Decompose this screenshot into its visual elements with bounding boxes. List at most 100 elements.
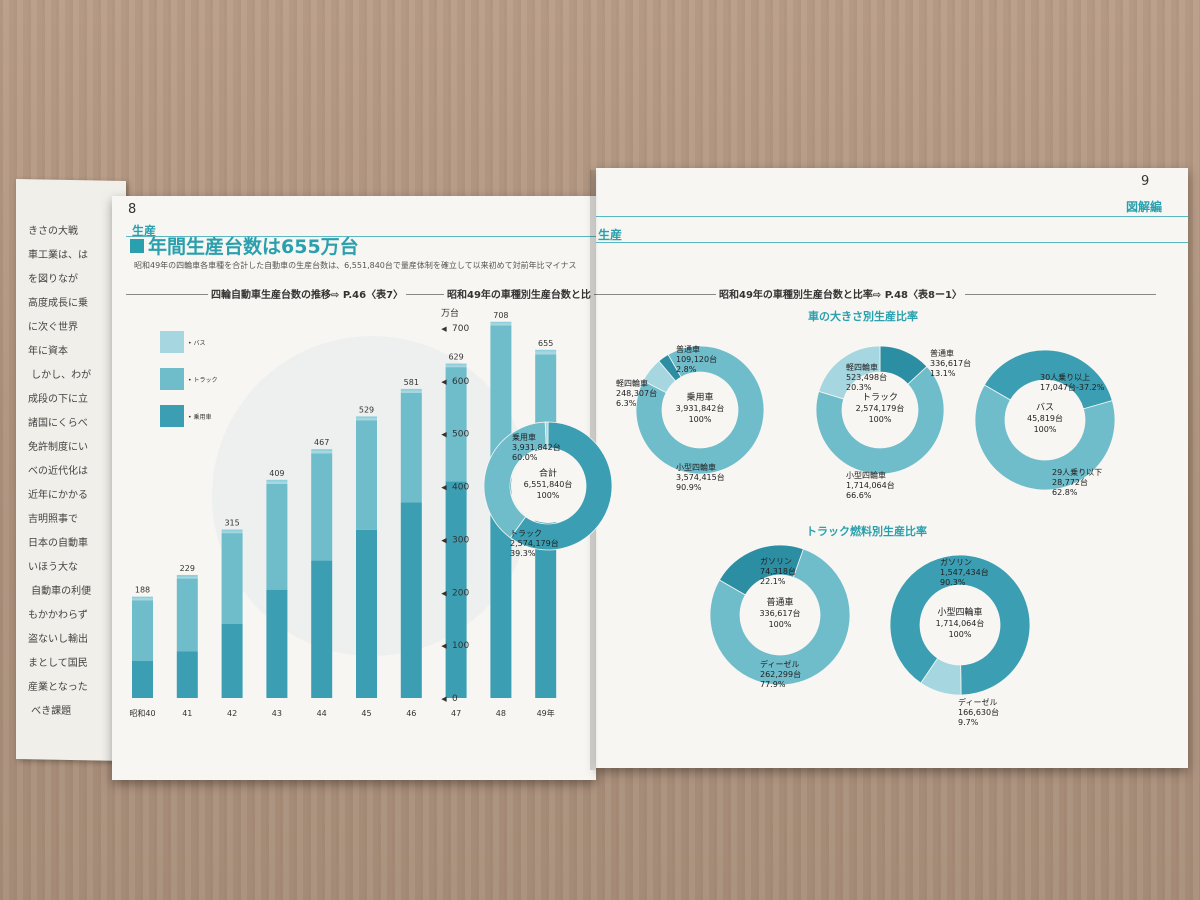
donut-center-label: 1,714,064台 [936,618,985,628]
donut-slice-label: ガソリン [760,556,792,566]
donut-slice [974,384,1116,491]
donut-slice-label: 2.8% [676,365,697,374]
y-tick-label: 0 [452,694,458,704]
donut-slice-label: 1,714,064台 [846,480,895,490]
donut-center-label: 100% [1034,425,1057,434]
donut-slice-label: 1,547,434台 [940,567,989,577]
bar-value-label: 581 [404,378,419,387]
bar-top-edge [132,596,153,599]
bar-segment [490,323,512,326]
right-page-number: 9 [1141,174,1150,189]
y-axis-label: 万台 [441,307,459,319]
donut-slice-label: 248,307台 [616,388,657,398]
bar-value-label: 315 [224,519,239,528]
donut-slice-label: 30人乗り以上 [1040,372,1090,382]
donut-slice-label: 109,120台 [676,354,717,364]
y-tick-label: 500 [452,430,469,440]
y-tick-marker: ◀ [441,536,447,544]
donut-slice-label: 74,318台 [760,566,796,576]
donut-center-label: 45,819台 [1027,413,1063,423]
x-tick-label: 47 [451,709,461,718]
bar-segment [356,529,377,698]
x-tick-label: 昭和40 [129,709,155,718]
donut-slice-label: 336,617台 [930,358,971,368]
donut-slice-label: 9.7% [958,718,979,727]
intro-text: 昭和49年の四輪車各車種を合計した自動車の生産台数は、6,551,840台で量産… [134,261,577,270]
bar-value-label: 529 [359,405,374,414]
donut-hole [663,373,737,447]
donut-slice-label: 2,574,179台 [510,538,559,548]
donut-slice-label: 166,630台 [958,707,999,717]
bar-segment [176,576,198,579]
y-tick-label: 300 [452,535,469,545]
bar-value-label: 229 [180,564,195,573]
donut-slice [709,548,851,686]
donut-hole [1006,381,1084,459]
section-name-label: 図解編 [1126,200,1163,214]
donut-slice [509,421,613,551]
bar-segment [221,533,243,624]
donut-slice-label: 90.9% [676,483,702,492]
left-section-label: 生産 [132,224,157,238]
bar-segment [445,481,467,698]
bar-segment [176,578,198,652]
bar-segment [400,393,422,503]
donut-slice-label: 262,299台 [760,669,801,679]
donut-slice-label: 6.3% [616,399,637,408]
bar-segment [356,418,377,421]
donut-center-label: トラック [862,392,898,403]
donut-slice-label: 軽四輪車 [616,378,648,388]
bar-segment [221,531,243,534]
donut-slice [818,345,881,400]
donut-slice-label: 3,931,842台 [512,442,561,452]
y-tick-marker: ◀ [441,695,447,703]
donut-caption: 昭和49年の車種別生産台数と比 [444,286,594,301]
donut-hole [921,586,999,664]
x-tick-label: 46 [406,709,416,718]
bar-segment [132,598,153,601]
y-tick-marker: ◀ [441,325,447,333]
x-tick-label: 41 [182,709,192,718]
donut-slice [983,349,1113,410]
bar-segment [535,351,557,355]
bar-segment [132,661,153,698]
title-square-icon [130,239,144,253]
back-page-text: きさの大戦 車工業は、は を図りなが 高度成長に乗 に次ぐ世界 年に資本 しかし… [28,226,92,717]
y-tick-marker: ◀ [441,431,447,439]
donut-slice [658,354,682,382]
bar-segment [400,390,422,394]
legend-label: • トラック [188,377,217,384]
donut-slice-label: 77.9% [760,680,786,689]
bar-top-edge [490,321,512,324]
legend-swatch [160,405,184,427]
donut-hole [511,449,585,523]
donut-center-label: 2,574,179台 [856,403,905,413]
x-tick-label: 44 [317,709,327,718]
y-tick-marker: ◀ [441,642,447,650]
bar-value-label: 655 [538,339,553,348]
donut-slice [635,345,765,475]
donut-slice-label: 22.1% [760,577,786,586]
donut-slice-label: 20.3% [846,383,872,392]
donut-slice-label: 17,047台-37.2% [1040,382,1105,392]
bar-top-edge [266,479,288,482]
bar-segment [221,624,243,698]
donut-slice [815,365,945,475]
bar-segment [266,483,288,590]
donut-slice-label: ガソリン [940,557,972,567]
donut-slice-label: 13.1% [930,369,956,378]
legend-label: • 乗用車 [188,413,211,421]
x-tick-label: 43 [272,709,282,718]
donut-slice-label: 523,498台 [846,372,887,382]
legend-swatch [160,368,184,390]
bar-segment [490,325,512,463]
bar-segment [132,600,153,661]
bar-value-label: 467 [314,438,329,447]
bar-value-label: 629 [448,353,463,362]
donut-center-label: 336,617台 [759,608,800,618]
donut-slice-label: 軽四輪車 [846,362,878,372]
donut-center-label: 普通車 [766,596,793,608]
bar-segment [266,481,288,484]
